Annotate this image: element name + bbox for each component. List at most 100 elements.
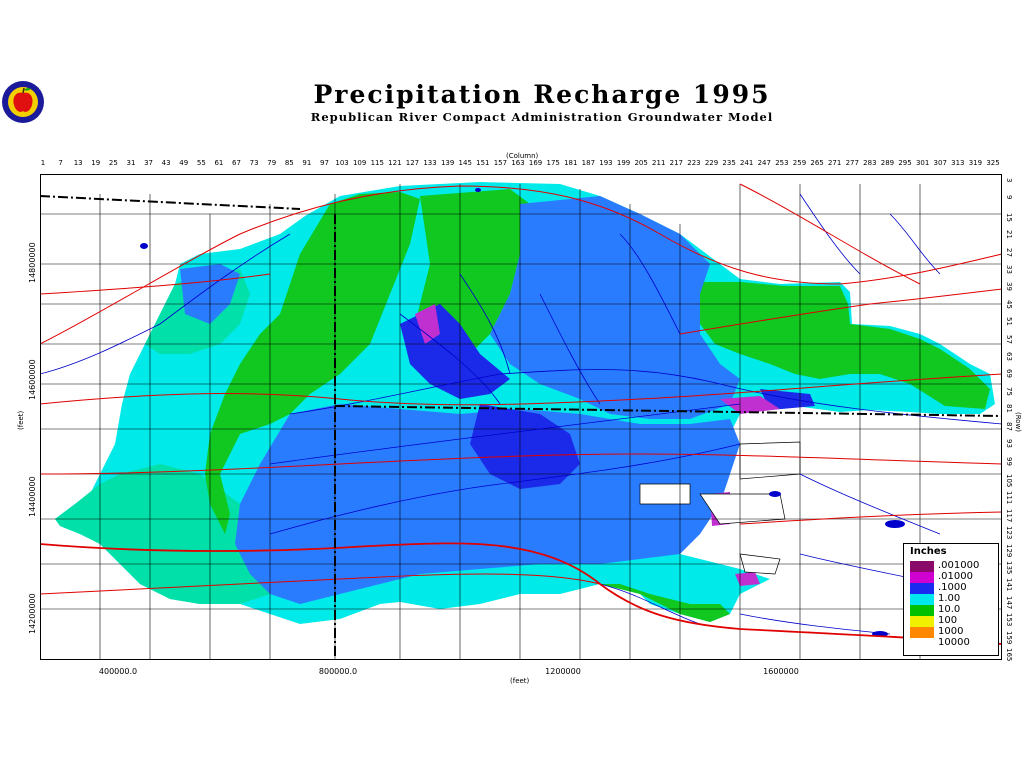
- row-tick: 105: [1005, 473, 1013, 488]
- row-tick: 75: [1005, 386, 1013, 396]
- column-tick: 121: [388, 159, 402, 167]
- row-tick: 15: [1005, 212, 1013, 222]
- legend-item: 10000: [908, 637, 998, 649]
- legend-swatch: [910, 572, 934, 583]
- column-tick: 7: [58, 159, 63, 167]
- column-tick: 91: [302, 159, 312, 167]
- legend-item: .1000: [908, 582, 998, 594]
- recharge-map: [40, 174, 1002, 660]
- row-tick: 87: [1005, 421, 1013, 431]
- column-tick: 313: [951, 159, 965, 167]
- column-tick: 271: [827, 159, 842, 167]
- x-feet-tick: 400000.0: [98, 667, 138, 676]
- column-tick: 199: [616, 159, 631, 167]
- apple-seal-logo: [2, 81, 44, 123]
- row-axis-title: (Row): [1014, 412, 1022, 433]
- row-tick: 3: [1005, 178, 1013, 183]
- column-tick: 247: [757, 159, 771, 167]
- column-tick: 211: [652, 159, 666, 167]
- legend-swatch: [910, 594, 934, 605]
- column-tick: 187: [581, 159, 596, 167]
- row-tick: 99: [1005, 456, 1013, 466]
- row-tick: 147: [1005, 595, 1013, 610]
- row-tick: 45: [1005, 299, 1013, 309]
- state-boundaries: [40, 195, 1002, 660]
- row-tick: 111: [1005, 491, 1013, 505]
- legend-swatch: [910, 583, 934, 594]
- row-tick: 39: [1005, 282, 1013, 292]
- column-tick: 241: [740, 159, 754, 167]
- column-tick: 277: [845, 159, 859, 167]
- column-tick: 133: [423, 159, 437, 167]
- legend-item: .001000: [908, 560, 998, 572]
- column-tick: 19: [91, 159, 101, 167]
- legend-title: Inches: [910, 546, 947, 557]
- legend-swatch: [910, 561, 934, 572]
- column-tick: 169: [528, 159, 543, 167]
- map-subtitle: Republican River Compact Administration …: [310, 110, 774, 124]
- column-tick: 235: [722, 159, 736, 167]
- low-recharge-dark-blue: [400, 304, 815, 586]
- column-tick: 289: [880, 159, 895, 167]
- legend-label: 10000: [938, 637, 970, 648]
- legend-label: .1000: [938, 582, 967, 593]
- column-tick: 61: [214, 159, 224, 167]
- column-tick: 25: [108, 159, 118, 167]
- legend-item: .01000: [908, 571, 998, 583]
- x-feet-tick: 1600000: [763, 667, 799, 676]
- column-tick: 115: [370, 159, 384, 167]
- row-tick: 51: [1005, 317, 1013, 327]
- legend-swatch: [910, 627, 934, 638]
- column-tick: 79: [267, 159, 277, 167]
- row-tick: 9: [1005, 195, 1013, 200]
- column-tick: 223: [687, 159, 701, 167]
- column-tick: 295: [898, 159, 912, 167]
- column-tick: 127: [405, 159, 420, 167]
- legend-swatch: [910, 616, 934, 627]
- column-tick: 55: [196, 159, 206, 167]
- column-tick: 13: [73, 159, 83, 167]
- legend-item: 1.00: [908, 593, 998, 605]
- row-tick: 33: [1005, 265, 1013, 274]
- row-tick: 129: [1005, 543, 1013, 557]
- column-tick: 31: [126, 159, 136, 167]
- x-feet-tick: 800000.0: [318, 667, 358, 676]
- column-tick: 193: [599, 159, 613, 167]
- column-tick: 157: [493, 159, 508, 167]
- y-feet-tick: 14800000: [28, 242, 37, 283]
- y-feet-axis-title: (feet): [17, 410, 25, 430]
- row-tick: 165: [1005, 648, 1013, 662]
- row-tick: 153: [1005, 613, 1013, 627]
- column-axis-title: (Column): [506, 152, 539, 160]
- legend-item: 1000: [908, 626, 998, 638]
- legend-label: .01000: [938, 571, 973, 582]
- column-tick: 103: [335, 159, 349, 167]
- column-tick: 181: [564, 159, 578, 167]
- legend-item: 10.0: [908, 604, 998, 616]
- row-tick: 135: [1005, 560, 1013, 575]
- row-tick: 81: [1005, 404, 1013, 414]
- legend-label: 10.0: [938, 604, 961, 615]
- legend: Inches .001000 .01000 .1000 1.00 10.0 10…: [903, 543, 999, 656]
- legend-label: .001000: [938, 560, 980, 571]
- x-feet-axis-title: (feet): [510, 677, 530, 685]
- column-tick: 307: [933, 159, 947, 167]
- row-tick: 27: [1005, 247, 1013, 257]
- column-tick: 43: [161, 159, 171, 167]
- y-feet-tick: 14600000: [28, 359, 37, 400]
- column-tick: 253: [775, 159, 789, 167]
- row-tick: 21: [1005, 230, 1013, 240]
- column-tick: 1: [40, 159, 46, 167]
- legend-swatch: [910, 605, 934, 616]
- column-tick: 109: [352, 159, 367, 167]
- column-tick: 49: [179, 159, 189, 167]
- column-tick: 97: [320, 159, 329, 167]
- row-tick: 123: [1005, 526, 1013, 540]
- column-tick: 67: [232, 159, 241, 167]
- y-feet-tick: 14400000: [28, 476, 37, 517]
- row-tick: 69: [1005, 369, 1013, 379]
- column-tick: 217: [669, 159, 684, 167]
- rivers: [40, 193, 1002, 635]
- legend-label: 100: [938, 615, 958, 626]
- roads: [40, 183, 1002, 645]
